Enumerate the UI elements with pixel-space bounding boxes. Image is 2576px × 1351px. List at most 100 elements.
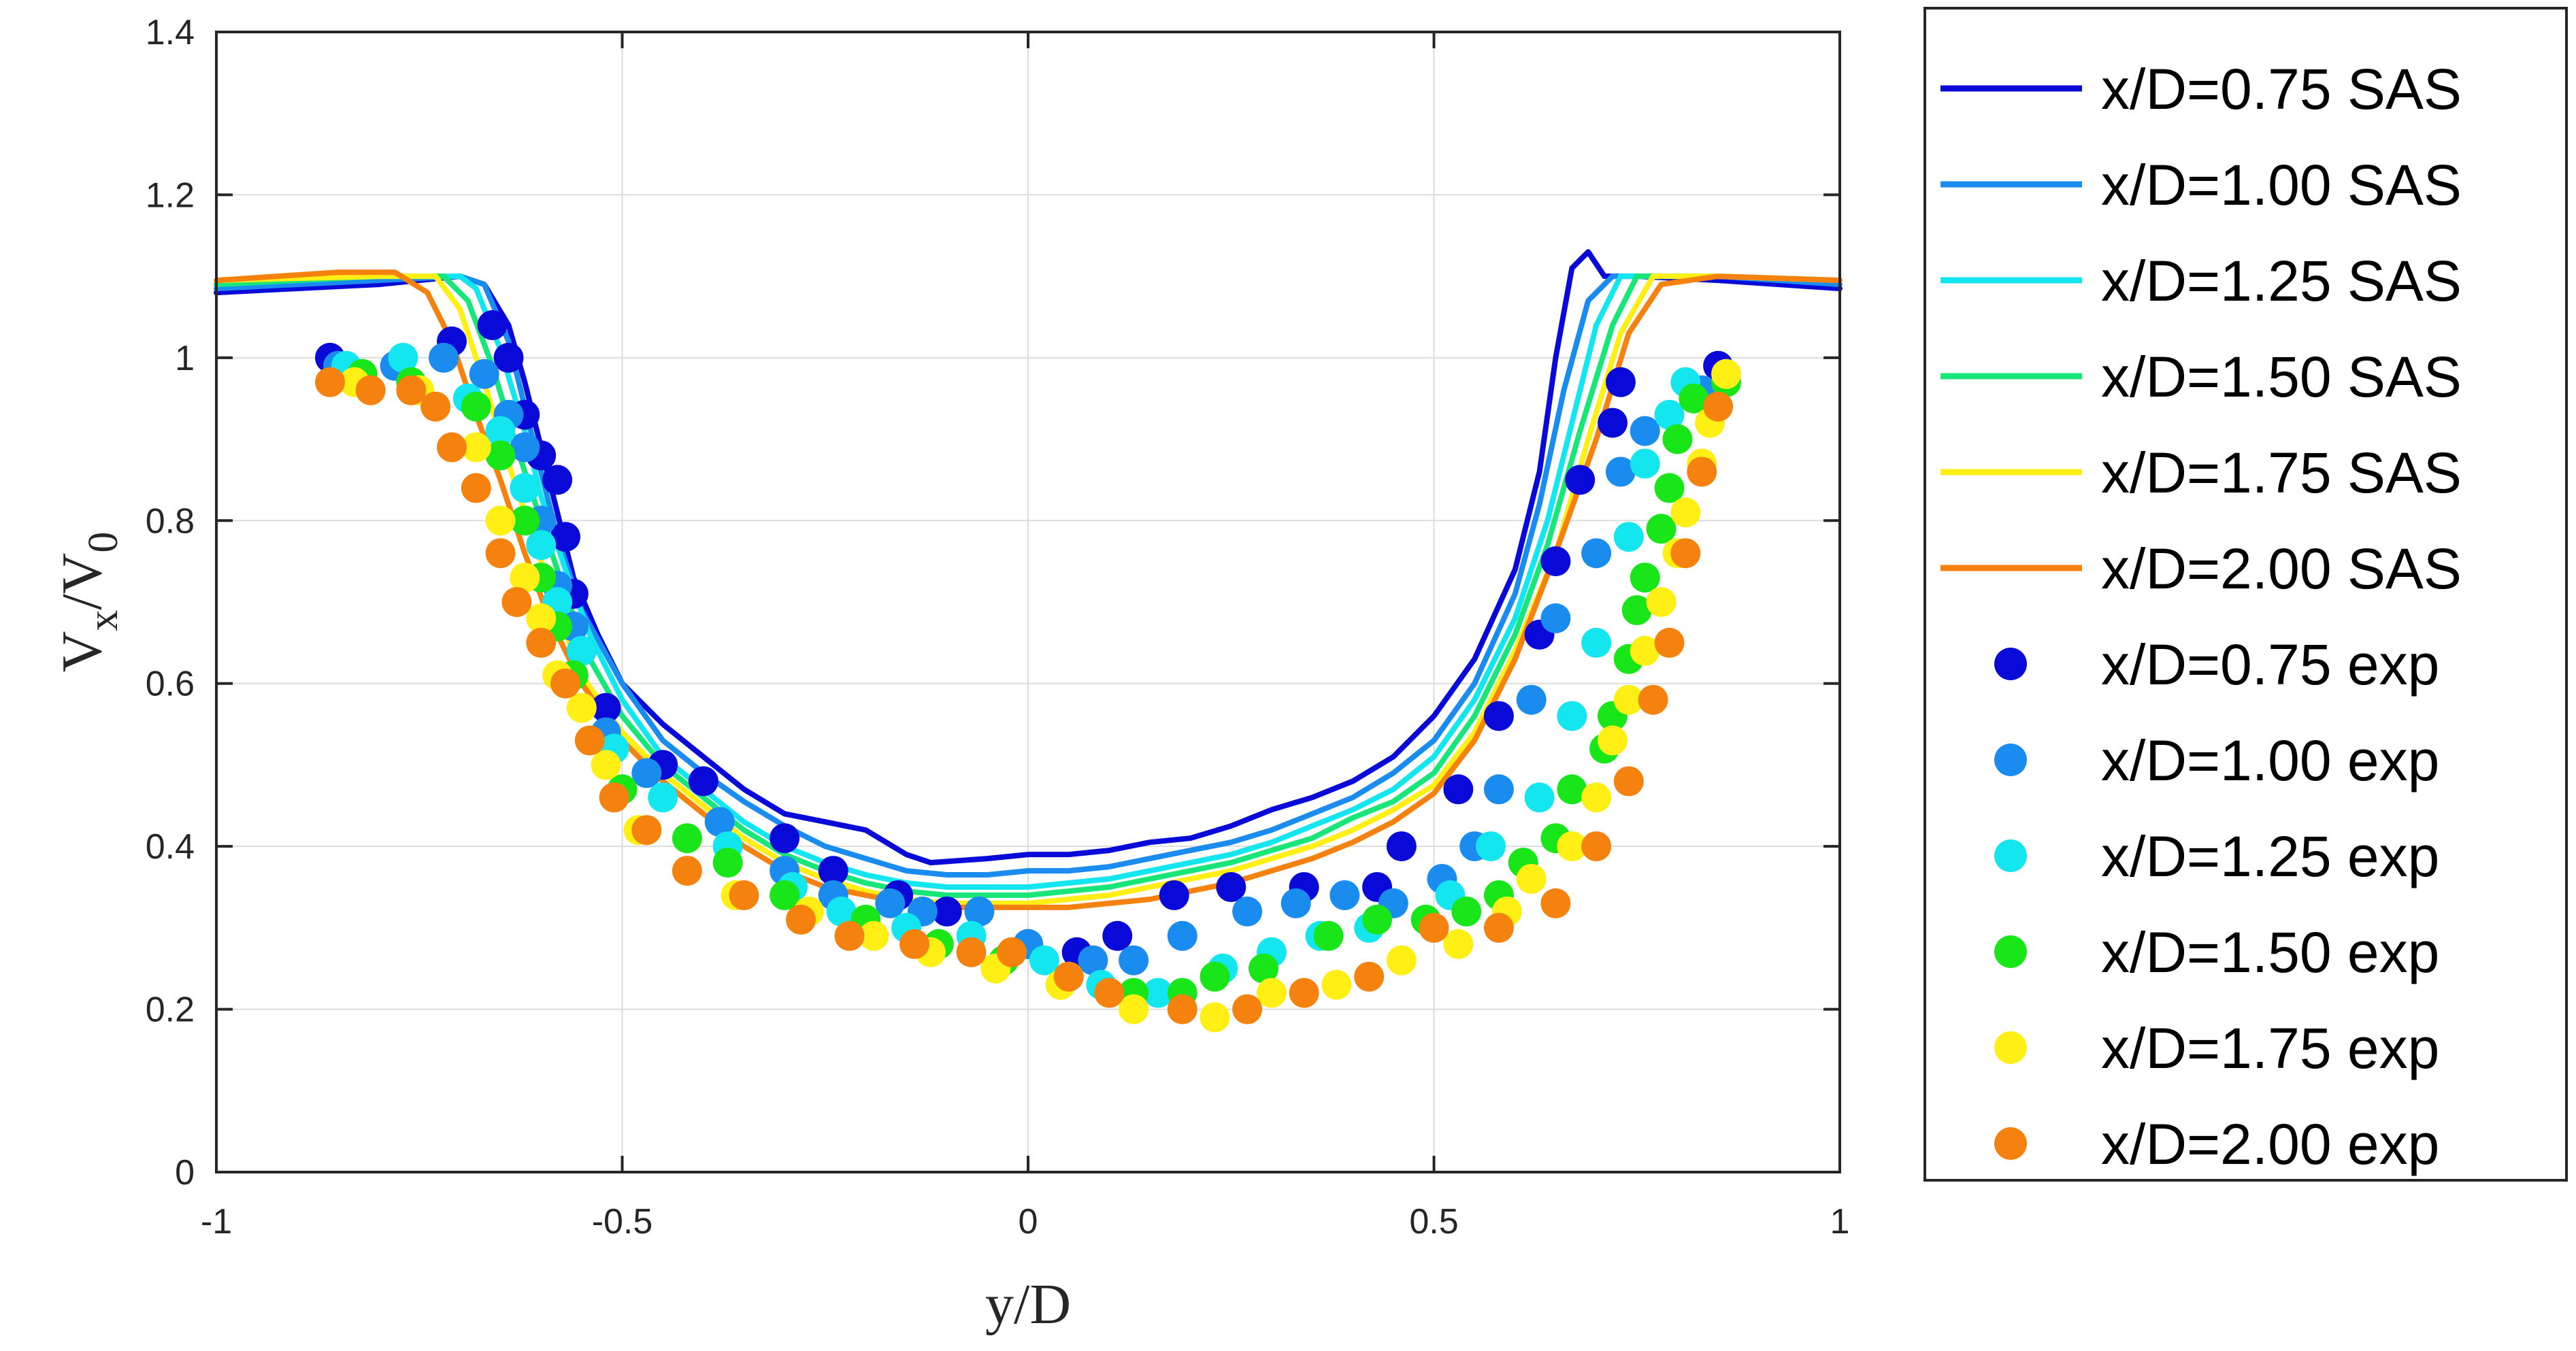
scatter-point [485,440,516,471]
scatter-point [956,937,987,967]
scatter-point [1581,627,1612,658]
scatter-point [1451,896,1482,927]
scatter-point [1313,920,1344,951]
x-tick-label: 0 [1019,1202,1038,1241]
scatter-point [510,432,540,463]
legend-label: x/D=1.00 exp [2101,729,2439,793]
legend-label: x/D=1.75 exp [2101,1016,2439,1080]
scatter-point [818,856,848,886]
scatter-point [526,530,557,561]
line-series [214,273,1843,890]
scatter-point [1540,603,1571,633]
scatter-point [631,815,662,846]
legend-label: x/D=1.25 exp [2101,824,2439,888]
scatter-point [1167,994,1198,1024]
scatter-point [437,432,467,463]
scatter-point [1581,538,1612,569]
scatter-point [1200,961,1230,992]
legend-label: x/D=0.75 exp [2101,633,2439,697]
scatter-point [477,310,508,340]
scatter-point [631,758,662,788]
scatter-point [770,880,800,910]
legend-entry: x/D=1.75 exp [1994,1016,2439,1080]
scatter-point [485,538,516,569]
y-tick-label: 0.4 [146,827,195,867]
scatter-point [1605,367,1636,397]
scatter-point [396,375,427,405]
scatter-point [420,391,451,422]
legend-entry: x/D=2.00 exp [1994,1112,2439,1176]
scatter-point [1029,945,1059,975]
scatter-point [1613,522,1644,552]
scatter-point [1654,627,1685,658]
scatter-point [1598,725,1628,756]
legend-label: x/D=1.50 exp [2101,920,2439,984]
scatter-point [1605,456,1636,487]
scatter-point [1362,904,1392,935]
legend: x/D=0.75 SAS x/D=1.00 SAS x/D=1.25 SAS x/D=… [1941,57,2462,1176]
scatter-point [1078,945,1108,975]
scatter-point [1540,888,1571,918]
legend-marker-swatch [1994,1127,2027,1160]
scatter-point [599,782,629,813]
legend-label: x/D=1.75 SAS [2101,441,2462,505]
scatter-point [1386,945,1417,975]
scatter-point [526,627,557,658]
scatter-point [493,342,524,373]
legend-label: x/D=2.00 exp [2101,1112,2439,1176]
scatter-point [1094,978,1125,1008]
legend-marker-swatch [1994,935,2027,968]
legend-marker-swatch [1994,744,2027,776]
scatter-point [1216,872,1246,902]
scatter-point [1613,684,1644,715]
scatter-point [1621,595,1652,625]
scatter-point [461,473,491,503]
scatter-point [485,416,516,446]
y-tick-label: 0.2 [146,990,195,1030]
scatter-point [1687,456,1717,487]
scatter-point [1102,920,1133,951]
y-tick-label: 1.2 [146,176,195,215]
scatter-point [712,848,743,878]
legend-label: x/D=2.00 SAS [2101,537,2462,601]
scatter-point [1289,978,1319,1008]
scatter-point [1200,1002,1230,1033]
legend-entry: x/D=1.50 exp [1994,920,2439,984]
scatter-point [501,587,532,617]
scatter-point [672,856,702,886]
y-tick-label: 0 [175,1153,195,1192]
scatter-point [1256,978,1287,1008]
scatter-point [550,522,580,552]
scatter-point [1630,448,1660,479]
scatter-point [899,929,929,959]
legend-entry: x/D=0.75 exp [1994,633,2439,697]
scatter-point [1330,880,1360,910]
y-tick-label: 0.8 [146,501,195,541]
legend-entry: x/D=1.50 SAS [1941,345,2462,409]
scatter-point [1638,684,1668,715]
legend-marker-swatch [1994,648,2027,680]
scatter-point [574,725,605,756]
scatter-point [859,920,889,951]
y-axis-label-main: V [50,631,114,673]
y-axis-label-sub2: 0 [80,532,127,553]
scatter-point [1679,383,1709,414]
legend-label: x/D=1.50 SAS [2101,345,2462,409]
scatter-point [688,766,719,797]
y-tick-label: 1 [175,339,195,378]
x-tick-label: -1 [201,1202,232,1241]
legend-entry: x/D=1.00 SAS [1941,153,2462,217]
scatter-point [1119,945,1149,975]
scatter-point [704,807,735,837]
legend-entry: x/D=2.00 SAS [1941,537,2462,601]
scatter-point [1630,635,1660,666]
scatter-point [729,880,759,910]
legend-label: x/D=0.75 SAS [2101,57,2462,121]
scatter-point [1516,684,1547,715]
scatter-point [1053,961,1084,992]
scatter-point [1581,782,1612,813]
legend-label: x/D=1.00 SAS [2101,153,2462,217]
scatter-point [1483,774,1514,805]
scatter-point [786,904,816,935]
